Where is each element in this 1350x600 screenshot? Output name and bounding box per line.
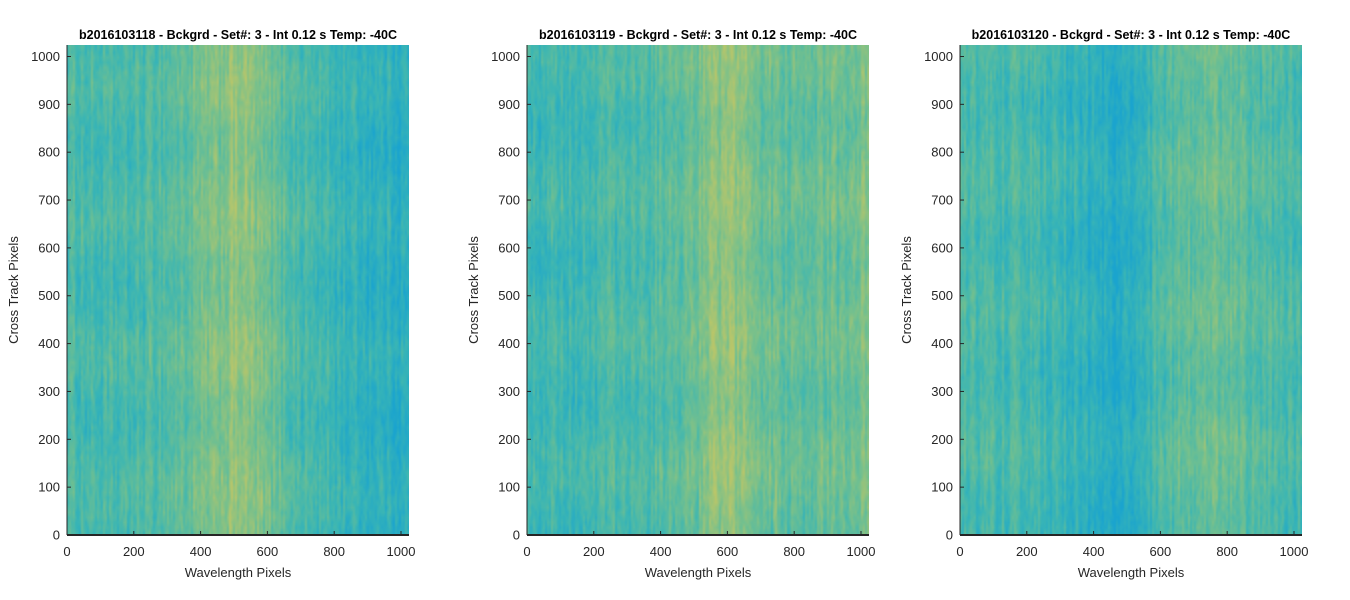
y-tick-label: 700 — [38, 193, 60, 208]
chart-title: b2016103119 - Bckgrd - Set#: 3 - Int 0.1… — [539, 28, 857, 42]
x-tick-label: 1000 — [847, 544, 876, 559]
x-axis-label: Wavelength Pixels — [645, 565, 752, 580]
x-tick-label: 600 — [257, 544, 279, 559]
y-tick-label: 700 — [498, 193, 520, 208]
x-tick-label: 800 — [1216, 544, 1238, 559]
y-tick-label: 100 — [498, 480, 520, 495]
chart-title: b2016103118 - Bckgrd - Set#: 3 - Int 0.1… — [79, 28, 397, 42]
chart-panel-2: 0 200 400 600 800 1000 0 100 200 300 400 500 600 700 8… — [450, 0, 900, 600]
x-tick-label: 200 — [1016, 544, 1038, 559]
y-tick-label: 500 — [38, 288, 60, 303]
y-tick-label: 1000 — [924, 49, 953, 64]
y-tick-label: 900 — [931, 97, 953, 112]
y-tick-label: 0 — [513, 528, 520, 543]
y-tick-label: 500 — [931, 288, 953, 303]
y-tick-label: 900 — [38, 97, 60, 112]
chart-svg: 0 200 400 600 800 1000 0 100 200 300 400 500 600 700 8… — [6, 28, 416, 580]
y-tick-label: 100 — [931, 480, 953, 495]
y-tick-label: 600 — [498, 240, 520, 255]
x-tick-label: 800 — [783, 544, 805, 559]
chart-svg: 0 200 400 600 800 1000 0 100 200 300 400 500 600 700 8… — [899, 28, 1309, 580]
x-axis-label: Wavelength Pixels — [185, 565, 292, 580]
y-tick-label: 100 — [38, 480, 60, 495]
y-axis-label: Cross Track Pixels — [466, 236, 481, 344]
chart-panel-1: 0 200 400 600 800 1000 0 100 200 300 400 500 600 700 8… — [0, 0, 450, 600]
heatmap-image — [527, 45, 869, 535]
x-tick-label: 0 — [523, 544, 530, 559]
y-tick-label: 800 — [38, 145, 60, 160]
y-tick-label: 1000 — [31, 49, 60, 64]
y-axis-label: Cross Track Pixels — [899, 236, 914, 344]
y-tick-label: 300 — [931, 384, 953, 399]
y-tick-label: 700 — [931, 193, 953, 208]
x-tick-label: 0 — [956, 544, 963, 559]
y-tick-label: 800 — [931, 145, 953, 160]
x-tick-label: 200 — [583, 544, 605, 559]
chart-panel-3: 0 200 400 600 800 1000 0 100 200 300 400 500 600 700 8… — [890, 0, 1350, 600]
y-tick-label: 0 — [946, 528, 953, 543]
y-tick-label: 500 — [498, 288, 520, 303]
x-tick-label: 400 — [1083, 544, 1105, 559]
y-tick-label: 0 — [53, 528, 60, 543]
y-tick-label: 200 — [498, 432, 520, 447]
y-tick-label: 200 — [38, 432, 60, 447]
y-tick-label: 200 — [931, 432, 953, 447]
x-tick-label: 400 — [650, 544, 672, 559]
y-tick-label: 400 — [931, 336, 953, 351]
y-axis-label: Cross Track Pixels — [6, 236, 21, 344]
y-tick-label: 400 — [498, 336, 520, 351]
x-tick-label: 200 — [123, 544, 145, 559]
x-tick-label: 800 — [323, 544, 345, 559]
x-tick-label: 0 — [63, 544, 70, 559]
x-axis-label: Wavelength Pixels — [1078, 565, 1185, 580]
y-tick-label: 900 — [498, 97, 520, 112]
x-tick-label: 1000 — [1280, 544, 1309, 559]
heatmap-image — [67, 45, 409, 535]
x-tick-label: 400 — [190, 544, 212, 559]
y-tick-label: 300 — [38, 384, 60, 399]
x-tick-label: 600 — [717, 544, 739, 559]
heatmap-image — [960, 45, 1302, 535]
y-tick-label: 600 — [38, 240, 60, 255]
x-tick-label: 600 — [1150, 544, 1172, 559]
y-tick-label: 400 — [38, 336, 60, 351]
y-tick-label: 300 — [498, 384, 520, 399]
chart-svg: 0 200 400 600 800 1000 0 100 200 300 400 500 600 700 8… — [466, 28, 876, 580]
y-tick-label: 1000 — [491, 49, 520, 64]
y-tick-label: 600 — [931, 240, 953, 255]
chart-title: b2016103120 - Bckgrd - Set#: 3 - Int 0.1… — [972, 28, 1291, 42]
y-tick-label: 800 — [498, 145, 520, 160]
x-tick-label: 1000 — [387, 544, 416, 559]
